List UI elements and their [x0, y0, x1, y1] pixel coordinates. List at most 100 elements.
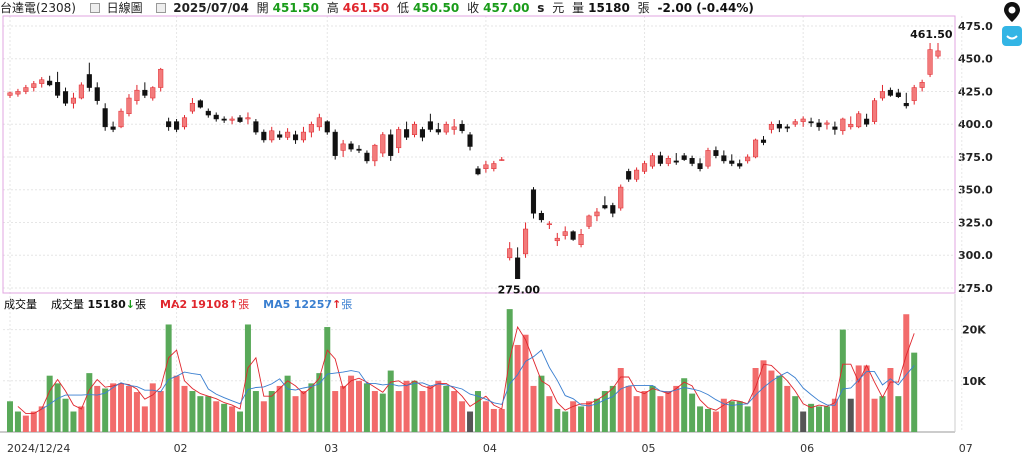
candle-body — [705, 150, 711, 167]
volume-bar — [879, 396, 886, 432]
volume-legend-value: 15180 — [87, 298, 126, 311]
candle-body — [483, 164, 489, 170]
volume-bar — [86, 373, 93, 432]
volume-bar — [355, 380, 362, 432]
volume-bar — [110, 383, 117, 432]
volume-bar — [348, 375, 355, 432]
candle-body — [181, 117, 188, 128]
volume-bar — [625, 385, 632, 432]
candle-body — [396, 129, 402, 149]
open-label: 開 — [256, 1, 269, 15]
volume-legend-label: 成交量 — [51, 298, 84, 311]
volume-bar — [546, 396, 553, 432]
volume-bar — [681, 378, 688, 432]
volume-bar — [62, 398, 69, 432]
volume-bar — [340, 385, 347, 432]
candle-body — [840, 118, 846, 132]
volume-bar — [823, 406, 830, 432]
volume-bar — [149, 383, 156, 432]
price-tick-label: 475.0 — [958, 20, 993, 33]
candle-body — [610, 205, 616, 214]
volume-bar — [720, 398, 727, 432]
checkbox-icon[interactable] — [156, 3, 167, 13]
checkbox-icon[interactable] — [89, 3, 100, 13]
candle-body — [824, 122, 830, 125]
candle-body — [935, 50, 941, 57]
candle-body — [340, 143, 346, 151]
candle-body — [110, 126, 116, 130]
candle-body — [713, 150, 719, 156]
volume-legend: 成交量 15180↓張 MA2 19108↑張 MA5 12257↑張 — [51, 296, 352, 312]
volume-unit: 張 — [637, 1, 650, 15]
volume-bar — [316, 373, 323, 432]
candle-body — [308, 123, 314, 133]
candle-body — [427, 121, 433, 130]
ma2-line — [17, 325, 915, 415]
volume-bar — [125, 385, 132, 432]
candle-body — [562, 231, 568, 236]
candle-body — [23, 87, 29, 92]
candle-body — [626, 171, 632, 180]
volume-bar — [276, 385, 283, 432]
candle-body — [443, 123, 449, 133]
ma2-unit: 張 — [238, 298, 250, 311]
price-tick-label: 450.0 — [958, 53, 993, 66]
candle-body — [39, 79, 45, 84]
volume-bar — [324, 327, 331, 432]
candle-body — [7, 92, 13, 96]
side-toolbar — [1002, 2, 1022, 46]
candle-body — [118, 110, 124, 128]
volume-bar — [506, 309, 513, 432]
candle-body — [776, 123, 782, 129]
price-tick-label: 300.0 — [958, 249, 993, 262]
volume-bar — [205, 396, 212, 432]
volume-bar — [403, 380, 410, 432]
volume-bar — [213, 401, 220, 432]
close-label: 收 — [467, 1, 480, 15]
close-value: 457.00 — [483, 1, 530, 15]
volume-bar — [665, 391, 672, 432]
date-tick-label: 06 — [800, 442, 814, 455]
candle-body — [507, 248, 513, 259]
map-pin-icon[interactable] — [1004, 2, 1020, 22]
ma2-label: MA2 — [160, 298, 188, 311]
candle-body — [594, 211, 600, 217]
volume-bar — [847, 398, 854, 432]
volume-bar — [704, 408, 711, 432]
volume-bar — [94, 385, 101, 432]
volume-bar — [562, 411, 569, 432]
candle-body — [253, 121, 259, 133]
volume-bar — [673, 385, 680, 432]
candle-body — [348, 143, 354, 150]
candle-body — [721, 155, 727, 162]
candle-body — [372, 144, 378, 162]
volume-bar — [78, 406, 85, 432]
candle-body — [324, 121, 330, 133]
period-label[interactable]: 日線圖 — [106, 1, 143, 15]
candle-body — [911, 87, 917, 101]
volume-bar — [244, 324, 251, 432]
candle-body — [229, 118, 235, 121]
s-mark: s — [537, 1, 545, 15]
candle-body — [634, 169, 640, 180]
candle-body — [475, 168, 481, 175]
candle-body — [102, 108, 108, 128]
high-value: 461.50 — [342, 1, 390, 15]
volume-bar — [387, 370, 394, 432]
candle-body — [166, 121, 172, 128]
volume-bar — [784, 385, 791, 432]
low-value: 450.50 — [412, 1, 460, 15]
candle-body — [491, 163, 497, 170]
volume-bar — [871, 398, 878, 432]
candle-body — [903, 103, 909, 107]
candle-body — [697, 163, 703, 170]
candle-body — [261, 131, 267, 141]
volume-value: 15180 — [588, 1, 630, 15]
candle-body — [459, 123, 465, 132]
volume-bar — [649, 385, 656, 432]
volume-bar — [189, 391, 196, 432]
menu-icon[interactable] — [1002, 26, 1022, 46]
arrow-down-icon: ↓ — [125, 298, 135, 311]
grid-layer: 275.0 300.0 325.0 350.0 375.0 400.0 425.0 450.0… — [3, 16, 993, 455]
